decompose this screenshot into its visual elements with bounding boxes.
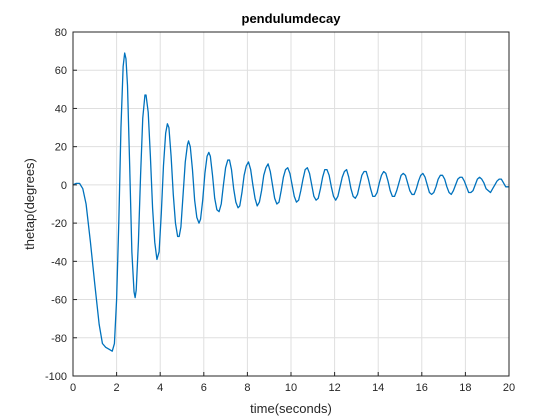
y-tick-label: -100 — [45, 371, 67, 383]
x-tick-label: 16 — [416, 382, 428, 394]
y-tick-label: -80 — [51, 333, 67, 345]
y-axis-label: thetap(degrees) — [22, 158, 37, 250]
x-tick-label: 12 — [328, 382, 340, 394]
y-tick-label: 0 — [61, 180, 67, 192]
y-tick-label: 20 — [55, 142, 67, 154]
x-tick-label: 18 — [459, 382, 471, 394]
y-tick-label: -20 — [51, 218, 67, 230]
x-tick-label: 10 — [285, 382, 297, 394]
chart-title: pendulumdecay — [242, 11, 342, 26]
y-tick-label: 60 — [55, 65, 67, 77]
y-tick-label: 80 — [55, 27, 67, 39]
y-tick-label: -60 — [51, 295, 67, 307]
x-tick-label: 14 — [372, 382, 384, 394]
x-tick-label: 20 — [503, 382, 515, 394]
y-tick-label: -40 — [51, 256, 67, 268]
x-tick-label: 8 — [244, 382, 250, 394]
x-tick-label: 4 — [157, 382, 163, 394]
x-tick-label: 2 — [114, 382, 120, 394]
y-tick-label: 40 — [55, 103, 67, 115]
x-tick-label: 6 — [201, 382, 207, 394]
x-axis-label: time(seconds) — [250, 401, 332, 416]
x-tick-label: 0 — [70, 382, 76, 394]
